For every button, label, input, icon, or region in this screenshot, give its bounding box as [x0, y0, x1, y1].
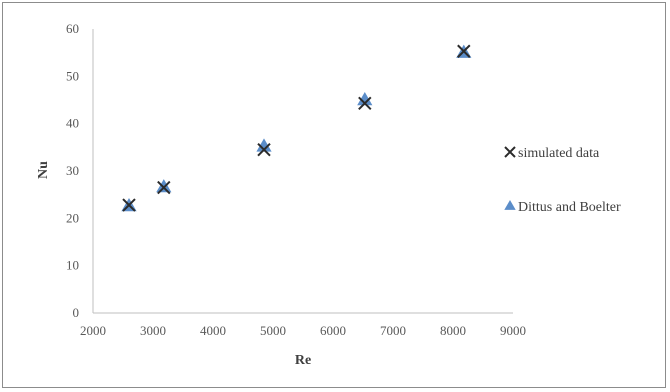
- cross-stroke: [457, 44, 471, 58]
- legend: simulated data Dittus and Boelter: [504, 146, 621, 215]
- y-tick-label: 10: [66, 258, 79, 273]
- x-axis-title: Re: [295, 353, 311, 368]
- x-tick-label: 2000: [80, 323, 106, 338]
- cross-stroke: [504, 146, 516, 158]
- simulated-data-point: [157, 180, 171, 195]
- y-tick-labels: 0 10 20 30 40 50 60: [66, 21, 79, 320]
- simulated-data-point: [457, 44, 471, 58]
- cross-stroke: [257, 142, 271, 157]
- y-tick-label: 0: [73, 305, 80, 320]
- dittus-boelter-point: [256, 138, 272, 152]
- cross-stroke: [157, 180, 171, 195]
- y-tick-label: 60: [66, 21, 79, 36]
- x-tick-labels: 2000 3000 4000 5000 6000 7000 8000 9000: [80, 323, 526, 338]
- cross-stroke: [358, 96, 372, 111]
- dittus-boelter-point: [357, 92, 373, 106]
- simulated-data-point: [257, 142, 271, 157]
- x-tick-label: 3000: [140, 323, 166, 338]
- simulated-data-point: [358, 96, 372, 111]
- simulated-data-point: [122, 198, 136, 212]
- legend-label: simulated data: [518, 146, 600, 161]
- cross-stroke: [122, 198, 136, 212]
- x-tick-label: 6000: [320, 323, 346, 338]
- y-tick-label: 30: [66, 163, 79, 178]
- x-tick-label: 5000: [260, 323, 286, 338]
- chart-frame: [2, 2, 666, 388]
- legend-triangle-marker: [504, 200, 516, 210]
- y-axis-title: Nu: [36, 161, 51, 179]
- x-tick-label: 7000: [380, 323, 406, 338]
- data-points: [121, 44, 472, 212]
- dittus-boelter-point: [156, 179, 172, 193]
- x-tick-label: 8000: [440, 323, 466, 338]
- y-tick-label: 20: [66, 210, 79, 225]
- legend-label: Dittus and Boelter: [518, 200, 621, 215]
- legend-cross-marker: [504, 146, 516, 158]
- x-tick-label: 4000: [200, 323, 226, 338]
- y-tick-label: 40: [66, 116, 79, 131]
- x-tick-label: 9000: [500, 323, 526, 338]
- y-tick-label: 50: [66, 68, 79, 83]
- axes: [92, 29, 513, 314]
